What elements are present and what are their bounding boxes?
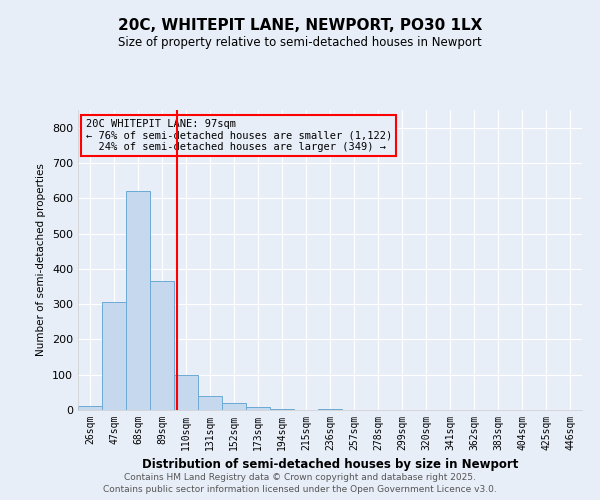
Bar xyxy=(198,396,222,410)
Text: 20C, WHITEPIT LANE, NEWPORT, PO30 1LX: 20C, WHITEPIT LANE, NEWPORT, PO30 1LX xyxy=(118,18,482,32)
Bar xyxy=(126,191,150,410)
Y-axis label: Number of semi-detached properties: Number of semi-detached properties xyxy=(37,164,46,356)
Text: 20C WHITEPIT LANE: 97sqm
← 76% of semi-detached houses are smaller (1,122)
  24%: 20C WHITEPIT LANE: 97sqm ← 76% of semi-d… xyxy=(86,119,392,152)
Bar xyxy=(78,406,102,410)
Bar xyxy=(246,407,270,410)
X-axis label: Distribution of semi-detached houses by size in Newport: Distribution of semi-detached houses by … xyxy=(142,458,518,471)
Bar xyxy=(102,302,126,410)
Bar xyxy=(150,281,174,410)
Bar xyxy=(174,374,198,410)
Text: Size of property relative to semi-detached houses in Newport: Size of property relative to semi-detach… xyxy=(118,36,482,49)
Text: Contains HM Land Registry data © Crown copyright and database right 2025.: Contains HM Land Registry data © Crown c… xyxy=(124,472,476,482)
Bar xyxy=(222,403,246,410)
Text: Contains public sector information licensed under the Open Government Licence v3: Contains public sector information licen… xyxy=(103,485,497,494)
